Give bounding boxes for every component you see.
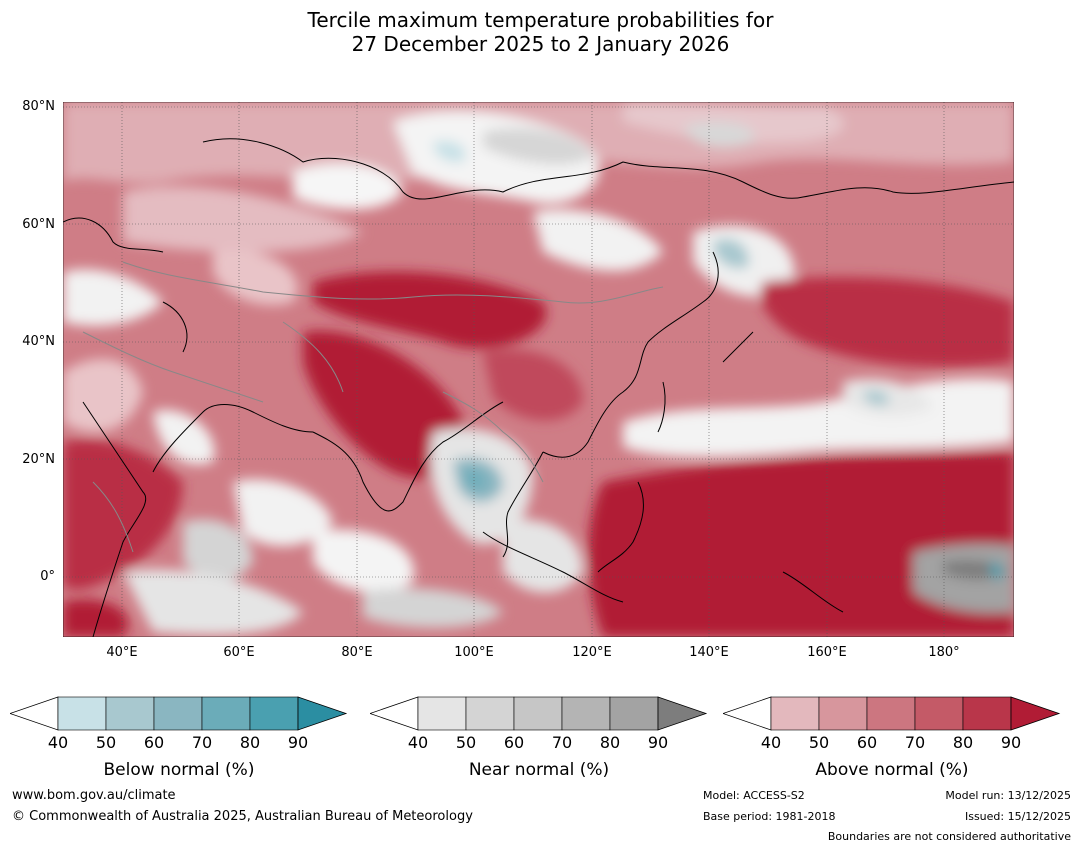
disclaimer: Boundaries are not considered authoritat… (827, 830, 1071, 843)
chart-title: Tercile maximum temperature probabilitie… (0, 8, 1081, 56)
lat-label-80n: 80°N (22, 99, 55, 114)
legend-below-normal (10, 696, 348, 732)
colorbar-segment (818, 696, 868, 731)
colorbar-segment (513, 696, 563, 731)
tick-label: 80 (599, 733, 621, 752)
colorbar-above-normal (723, 696, 1061, 731)
colorbar-segment (417, 696, 467, 731)
legend-title-near-normal: Near normal (%) (468, 760, 610, 780)
tick-label: 60 (143, 733, 165, 752)
tick-label: 70 (904, 733, 926, 752)
ticks-below-normal: 40 50 60 70 80 90 (10, 733, 348, 753)
lon-label-60e: 60°E (223, 645, 255, 660)
tick-label: 50 (808, 733, 830, 752)
base-period-label: Base period: 1981-2018 (703, 810, 836, 823)
tick-label: 40 (47, 733, 69, 752)
tick-label: 60 (856, 733, 878, 752)
colorbar-segment (561, 696, 611, 731)
colorbar-segment (153, 696, 203, 731)
colorbar-under-extension (370, 696, 419, 731)
title-line-1: Tercile maximum temperature probabilitie… (307, 8, 774, 32)
lat-label-60n: 60°N (22, 217, 55, 232)
tick-label: 50 (95, 733, 117, 752)
colorbar-segment (609, 696, 659, 731)
model-label: Model: ACCESS-S2 (703, 789, 805, 802)
colorbar-segment (249, 696, 299, 731)
colorbar-segment (57, 696, 107, 731)
tick-label: 90 (1000, 733, 1022, 752)
tick-label: 70 (191, 733, 213, 752)
colorbar-over-extension (1010, 696, 1061, 731)
issued-label: Issued: 15/12/2025 (964, 810, 1071, 823)
tick-label: 40 (760, 733, 782, 752)
lon-label-140e: 140°E (689, 645, 729, 660)
ticks-near-normal: 40 50 60 70 80 90 (370, 733, 708, 753)
colorbar-segment (201, 696, 251, 731)
tick-label: 50 (455, 733, 477, 752)
legend-title-below-normal: Below normal (%) (103, 760, 255, 780)
tick-label: 70 (551, 733, 573, 752)
probability-field (63, 102, 1014, 637)
map-canvas (62, 101, 1015, 638)
coastlines (63, 138, 1014, 637)
lon-label-160e: 160°E (807, 645, 847, 660)
lon-label-180: 180° (928, 645, 960, 660)
colorbar-near-normal (370, 696, 708, 731)
colorbar-segment (866, 696, 916, 731)
tick-label: 80 (239, 733, 261, 752)
tick-label: 60 (503, 733, 525, 752)
lon-label-100e: 100°E (454, 645, 494, 660)
website-link[interactable]: www.bom.gov.au/climate (12, 788, 176, 803)
copyright: © Commonwealth of Australia 2025, Austra… (12, 809, 473, 824)
tick-label: 40 (407, 733, 429, 752)
colorbar-segment (914, 696, 964, 731)
tick-label: 80 (952, 733, 974, 752)
lat-label-40n: 40°N (22, 334, 55, 349)
ticks-above-normal: 40 50 60 70 80 90 (723, 733, 1061, 753)
lon-label-120e: 120°E (572, 645, 612, 660)
colorbar-under-extension (723, 696, 772, 731)
model-run-label: Model run: 13/12/2025 (945, 789, 1071, 802)
probability-map (62, 101, 1015, 641)
tick-label: 90 (647, 733, 669, 752)
colorbar-under-extension (10, 696, 59, 731)
colorbar-segment (962, 696, 1012, 731)
colorbar-below-normal (10, 696, 348, 731)
colorbar-segment (465, 696, 515, 731)
lon-label-80e: 80°E (341, 645, 373, 660)
country-borders (82, 261, 664, 553)
title-line-2: 27 December 2025 to 2 January 2026 (351, 32, 730, 56)
graticule (63, 102, 1014, 637)
colorbar-segment (105, 696, 155, 731)
tick-label: 90 (287, 733, 309, 752)
legend-title-above-normal: Above normal (%) (815, 760, 969, 780)
colorbar-segment (770, 696, 820, 731)
lon-label-40e: 40°E (106, 645, 138, 660)
legend-above-normal (723, 696, 1061, 732)
colorbar-over-extension (657, 696, 708, 731)
lat-label-0: 0° (40, 569, 55, 584)
legend-near-normal (370, 696, 708, 732)
colorbar-over-extension (297, 696, 348, 731)
lat-label-20n: 20°N (22, 452, 55, 467)
